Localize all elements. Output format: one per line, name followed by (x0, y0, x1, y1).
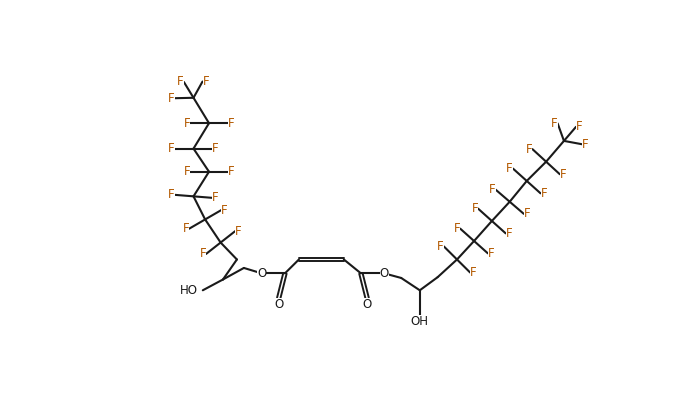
Text: F: F (235, 225, 242, 238)
Text: F: F (524, 207, 530, 220)
Text: HO: HO (180, 284, 198, 297)
Text: F: F (541, 187, 547, 200)
Text: O: O (257, 267, 267, 280)
Text: F: F (184, 117, 190, 130)
Text: F: F (228, 117, 234, 130)
Text: F: F (212, 191, 219, 204)
Text: F: F (470, 266, 477, 279)
Text: F: F (177, 75, 184, 88)
Text: F: F (228, 165, 234, 178)
Text: F: F (506, 227, 512, 240)
Text: F: F (168, 142, 175, 155)
Text: F: F (488, 247, 494, 260)
Text: F: F (203, 75, 209, 88)
Text: OH: OH (411, 315, 429, 328)
Text: F: F (212, 142, 219, 155)
Text: F: F (182, 222, 189, 235)
Text: O: O (379, 267, 389, 280)
Text: F: F (169, 188, 175, 201)
Text: O: O (274, 298, 284, 311)
Text: F: F (576, 121, 583, 133)
Text: F: F (199, 247, 206, 261)
Text: F: F (507, 162, 513, 175)
Text: F: F (221, 203, 228, 216)
Text: F: F (168, 92, 175, 105)
Text: F: F (551, 117, 558, 130)
Text: F: F (471, 202, 478, 215)
Text: F: F (560, 168, 566, 181)
Text: F: F (489, 183, 496, 196)
Text: F: F (526, 143, 532, 156)
Text: O: O (362, 298, 372, 311)
Text: F: F (582, 138, 589, 151)
Text: F: F (184, 165, 190, 178)
Text: F: F (454, 222, 460, 235)
Text: F: F (437, 240, 444, 253)
